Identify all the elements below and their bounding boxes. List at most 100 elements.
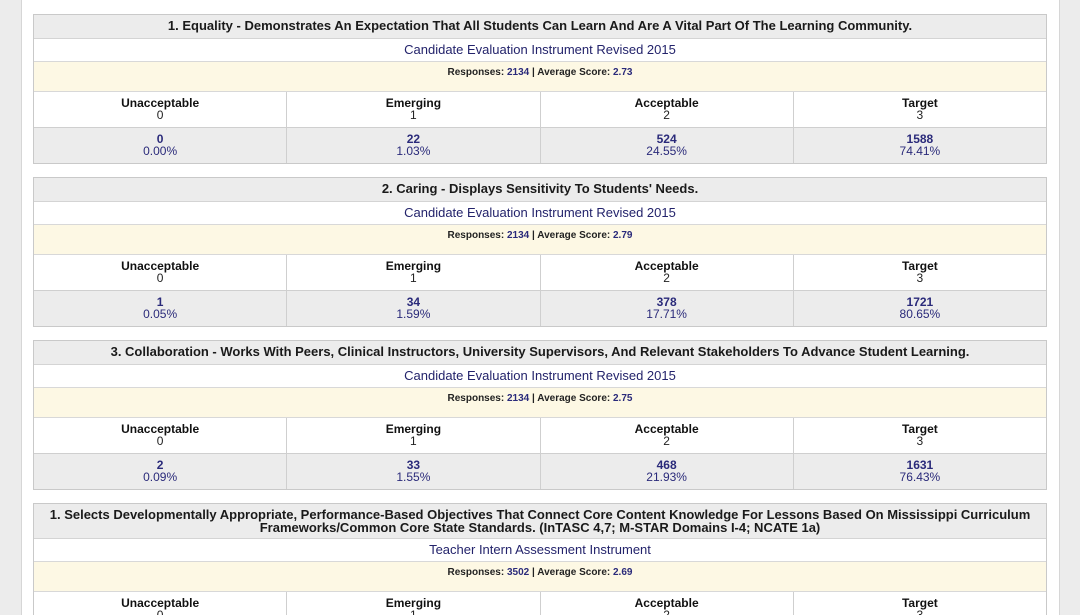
rating-count: 524 bbox=[656, 132, 677, 146]
responses-count: 2134 bbox=[506, 67, 530, 78]
question-title: 1. Equality - Demonstrates An Expectatio… bbox=[34, 15, 1046, 39]
rating-results-row: 2 0.09% 33 1.55% 468 21.93% 1631 76.43% bbox=[34, 454, 1046, 489]
question-title: 1. Selects Developmentally Appropriate, … bbox=[34, 504, 1046, 539]
rating-levels-row: Unacceptable 0 Emerging 1 Acceptable 2 Target 3 bbox=[34, 418, 1046, 454]
average-score-label: Average Score: bbox=[537, 230, 611, 241]
rating-level-score: 0 bbox=[156, 434, 164, 448]
rating-result-cell: 1721 80.65% bbox=[794, 291, 1046, 326]
rating-level-score: 2 bbox=[663, 108, 670, 122]
rating-level-cell: Target 3 bbox=[794, 255, 1046, 290]
rating-level-score: 3 bbox=[916, 271, 924, 285]
response-summary: Responses: 2134 | Average Score: 2.79 bbox=[34, 225, 1046, 255]
rating-percent: 17.71% bbox=[646, 307, 687, 321]
rating-level-label: Unacceptable bbox=[121, 96, 200, 110]
rating-level-label: Acceptable bbox=[634, 596, 699, 610]
instrument-name: Candidate Evaluation Instrument Revised … bbox=[34, 202, 1046, 225]
rating-count: 33 bbox=[406, 458, 421, 472]
rating-result-cell: 378 17.71% bbox=[541, 291, 794, 326]
question-block: 3. Collaboration - Works With Peers, Cli… bbox=[33, 340, 1047, 490]
rating-level-score: 0 bbox=[156, 608, 164, 615]
rating-count: 2 bbox=[156, 458, 164, 472]
rating-count: 468 bbox=[656, 458, 677, 472]
average-score-value: 2.69 bbox=[613, 567, 633, 578]
rating-level-cell: Emerging 1 bbox=[287, 418, 541, 453]
rating-percent: 74.41% bbox=[899, 144, 941, 158]
rating-result-cell: 1631 76.43% bbox=[794, 454, 1046, 489]
rating-level-score: 2 bbox=[663, 608, 670, 615]
average-score-value: 2.73 bbox=[613, 67, 633, 78]
rating-levels-row: Unacceptable 0 Emerging 1 Acceptable 2 Target 3 bbox=[34, 592, 1046, 615]
rating-result-cell: 0 0.00% bbox=[34, 128, 288, 163]
rating-level-cell: Unacceptable 0 bbox=[34, 592, 288, 615]
rating-percent: 80.65% bbox=[899, 307, 941, 321]
rating-count: 0 bbox=[156, 132, 164, 146]
rating-level-label: Acceptable bbox=[634, 259, 699, 273]
rating-level-label: Unacceptable bbox=[121, 422, 200, 436]
rating-count: 22 bbox=[406, 132, 421, 146]
rating-level-cell: Unacceptable 0 bbox=[34, 418, 288, 453]
question-title: 2. Caring - Displays Sensitivity To Stud… bbox=[34, 178, 1046, 202]
response-summary: Responses: 2134 | Average Score: 2.75 bbox=[34, 388, 1046, 418]
rating-level-label: Unacceptable bbox=[121, 259, 200, 273]
question-title: 3. Collaboration - Works With Peers, Cli… bbox=[34, 341, 1046, 365]
rating-results-row: 1 0.05% 34 1.59% 378 17.71% 1721 80.65% bbox=[34, 291, 1046, 326]
rating-level-cell: Emerging 1 bbox=[287, 255, 541, 290]
average-score-label: Average Score: bbox=[537, 393, 611, 404]
rating-percent: 0.09% bbox=[143, 470, 178, 484]
rating-level-label: Acceptable bbox=[634, 422, 699, 436]
rating-count: 1631 bbox=[906, 458, 934, 472]
rating-level-score: 0 bbox=[156, 108, 164, 122]
responses-label: Responses: bbox=[447, 67, 505, 78]
rating-result-cell: 33 1.55% bbox=[287, 454, 541, 489]
rating-percent: 24.55% bbox=[646, 144, 687, 158]
responses-count: 2134 bbox=[506, 230, 530, 241]
rating-result-cell: 2 0.09% bbox=[34, 454, 288, 489]
rating-result-cell: 1 0.05% bbox=[34, 291, 288, 326]
instrument-name: Candidate Evaluation Instrument Revised … bbox=[34, 365, 1046, 388]
rating-level-score: 3 bbox=[916, 434, 924, 448]
rating-levels-row: Unacceptable 0 Emerging 1 Acceptable 2 Target 3 bbox=[34, 255, 1046, 291]
rating-level-label: Emerging bbox=[385, 96, 442, 110]
rating-level-score: 1 bbox=[410, 434, 417, 448]
rating-levels-row: Unacceptable 0 Emerging 1 Acceptable 2 Target 3 bbox=[34, 92, 1046, 128]
rating-level-cell: Target 3 bbox=[794, 418, 1046, 453]
average-score-value: 2.79 bbox=[613, 230, 633, 241]
response-summary: Responses: 2134 | Average Score: 2.73 bbox=[34, 62, 1046, 92]
rating-level-cell: Unacceptable 0 bbox=[34, 255, 288, 290]
rating-level-score: 0 bbox=[156, 271, 164, 285]
rating-level-score: 1 bbox=[410, 271, 417, 285]
rating-result-cell: 468 21.93% bbox=[541, 454, 794, 489]
response-summary: Responses: 3502 | Average Score: 2.69 bbox=[34, 562, 1046, 592]
rating-level-cell: Acceptable 2 bbox=[541, 255, 794, 290]
average-score-label: Average Score: bbox=[537, 67, 611, 78]
responses-count: 3502 bbox=[506, 567, 530, 578]
rating-level-score: 1 bbox=[410, 108, 417, 122]
responses-label: Responses: bbox=[447, 393, 505, 404]
rating-level-label: Emerging bbox=[385, 596, 442, 610]
rating-result-cell: 22 1.03% bbox=[287, 128, 541, 163]
rating-count: 378 bbox=[656, 295, 677, 309]
question-block: 2. Caring - Displays Sensitivity To Stud… bbox=[33, 177, 1047, 327]
question-block: 1. Selects Developmentally Appropriate, … bbox=[33, 503, 1047, 615]
rating-level-score: 2 bbox=[663, 271, 670, 285]
rating-percent: 21.93% bbox=[646, 470, 687, 484]
rating-count: 1721 bbox=[906, 295, 934, 309]
rating-level-cell: Acceptable 2 bbox=[541, 592, 794, 615]
question-block: 1. Equality - Demonstrates An Expectatio… bbox=[33, 14, 1047, 164]
rating-level-score: 3 bbox=[916, 608, 924, 615]
rating-percent: 0.05% bbox=[143, 307, 178, 321]
rating-level-score: 1 bbox=[410, 608, 417, 615]
rating-level-label: Unacceptable bbox=[121, 596, 200, 610]
rating-count: 1 bbox=[156, 295, 164, 309]
rating-result-cell: 34 1.59% bbox=[287, 291, 541, 326]
instrument-name: Candidate Evaluation Instrument Revised … bbox=[34, 39, 1046, 62]
rating-results-row: 0 0.00% 22 1.03% 524 24.55% 1588 74.41% bbox=[34, 128, 1046, 163]
rating-level-cell: Emerging 1 bbox=[287, 92, 541, 127]
instrument-name: Teacher Intern Assessment Instrument bbox=[34, 539, 1046, 562]
rating-level-label: Acceptable bbox=[634, 96, 699, 110]
rating-percent: 0.00% bbox=[143, 144, 178, 158]
rating-level-score: 2 bbox=[663, 434, 670, 448]
rating-level-cell: Unacceptable 0 bbox=[34, 92, 288, 127]
question-list: 1. Equality - Demonstrates An Expectatio… bbox=[33, 14, 1047, 615]
rating-level-cell: Target 3 bbox=[794, 92, 1046, 127]
